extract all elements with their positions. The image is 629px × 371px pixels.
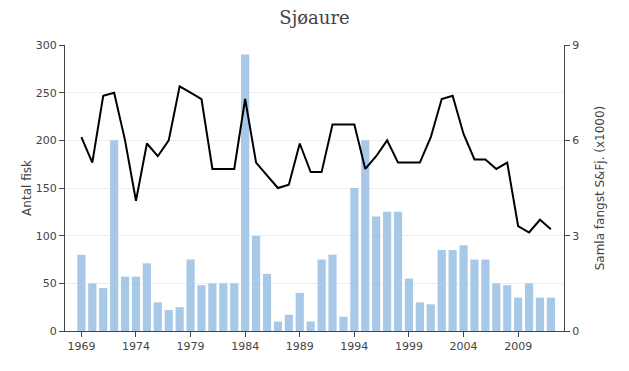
- svg-text:1979: 1979: [177, 340, 205, 353]
- svg-text:250: 250: [36, 87, 57, 100]
- svg-text:3: 3: [572, 230, 579, 243]
- svg-text:1984: 1984: [231, 340, 259, 353]
- svg-text:Antal fisk: Antal fisk: [20, 160, 34, 216]
- svg-text:1994: 1994: [340, 340, 368, 353]
- svg-text:1969: 1969: [67, 340, 95, 353]
- svg-text:100: 100: [36, 230, 57, 243]
- svg-text:Sjøaure: Sjøaure: [279, 7, 349, 28]
- svg-text:1989: 1989: [286, 340, 314, 353]
- svg-text:Samla fangst S&Fj. (x1000): Samla fangst S&Fj. (x1000): [593, 106, 607, 271]
- svg-text:0: 0: [572, 325, 579, 338]
- svg-text:200: 200: [36, 134, 57, 147]
- svg-text:1999: 1999: [395, 340, 423, 353]
- svg-text:0: 0: [50, 325, 57, 338]
- svg-text:2004: 2004: [450, 340, 478, 353]
- svg-text:50: 50: [43, 277, 57, 290]
- svg-text:9: 9: [572, 39, 579, 52]
- svg-text:2009: 2009: [504, 340, 532, 353]
- svg-text:150: 150: [36, 182, 57, 195]
- svg-text:6: 6: [572, 134, 579, 147]
- svg-text:1974: 1974: [122, 340, 150, 353]
- svg-text:300: 300: [36, 39, 57, 52]
